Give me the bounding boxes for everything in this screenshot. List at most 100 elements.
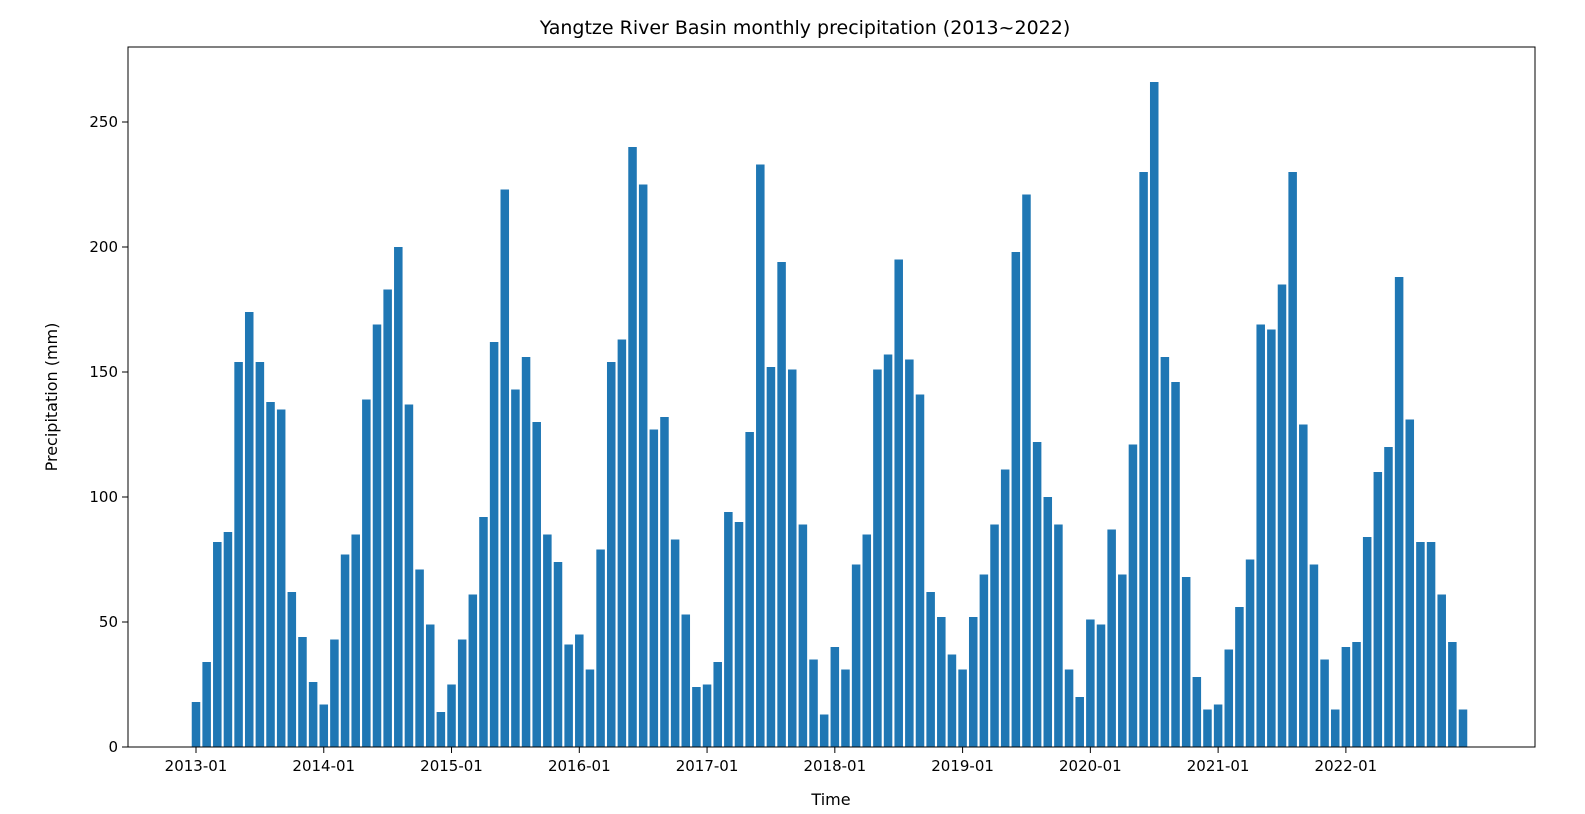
- x-tick-label: 2016-01: [548, 757, 611, 775]
- bar-2015-08: [521, 357, 531, 747]
- bar-2017-01: [702, 684, 712, 747]
- bar-2016-02: [585, 669, 595, 747]
- bar-2014-12: [436, 712, 446, 747]
- x-axis-label: Time: [810, 790, 850, 809]
- bar-2015-06: [500, 189, 510, 747]
- bar-2013-01: [191, 702, 201, 747]
- x-tick-label: 2018-01: [803, 757, 866, 775]
- bar-2018-02: [841, 669, 850, 747]
- bar-2021-12: [1330, 709, 1340, 747]
- bar-2016-01: [575, 634, 584, 747]
- bar-2020-04: [1118, 574, 1127, 747]
- bar-2021-04: [1245, 559, 1255, 747]
- bar-2016-10: [670, 539, 680, 747]
- bar-2019-08: [1032, 442, 1042, 747]
- bar-2018-01: [830, 647, 840, 747]
- bar-2015-01: [447, 684, 456, 747]
- bar-2017-03: [724, 512, 733, 747]
- plot-frame: [127, 46, 1536, 748]
- bar-2016-05: [617, 339, 627, 747]
- bar-2019-12: [1075, 697, 1084, 747]
- bar-2013-11: [298, 637, 307, 747]
- bar-2022-01: [1341, 647, 1351, 747]
- bar-2019-01: [958, 669, 967, 747]
- bar-2014-10: [415, 569, 424, 747]
- bar-2019-04: [990, 524, 999, 747]
- bar-2020-12: [1203, 709, 1212, 747]
- x-tick-label: 2013-01: [165, 757, 228, 775]
- bar-2016-08: [649, 429, 659, 747]
- bar-2019-11: [1064, 669, 1074, 747]
- y-tick-label: 250: [89, 113, 118, 131]
- bar-2016-06: [628, 147, 637, 747]
- bar-2019-07: [1022, 194, 1031, 747]
- bar-2018-08: [905, 359, 914, 747]
- bar-2015-12: [564, 644, 573, 747]
- bar-2018-04: [862, 534, 872, 747]
- bar-2017-04: [734, 522, 744, 747]
- bar-2017-12: [819, 714, 829, 747]
- y-axis-label: Precipitation (mm): [42, 323, 61, 472]
- bar-2019-05: [1000, 469, 1010, 747]
- bar-2013-02: [202, 662, 211, 747]
- bar-2016-12: [692, 687, 701, 747]
- x-tick-label: 2015-01: [420, 757, 483, 775]
- bar-2017-08: [777, 262, 786, 747]
- y-tick-label: 150: [89, 363, 118, 381]
- bar-2014-05: [362, 399, 371, 747]
- bar-2021-06: [1267, 329, 1276, 747]
- bar-2013-10: [287, 592, 297, 747]
- bar-2022-06: [1394, 277, 1404, 747]
- bar-2018-10: [926, 592, 935, 747]
- bar-2018-09: [915, 394, 925, 747]
- bar-2015-09: [532, 422, 541, 747]
- bar-2021-11: [1320, 659, 1329, 747]
- bar-2014-09: [404, 404, 414, 747]
- bar-2019-10: [1054, 524, 1063, 747]
- bar-2014-06: [372, 324, 382, 747]
- bar-2021-01: [1213, 704, 1223, 747]
- bar-2021-10: [1309, 564, 1319, 747]
- bar-2020-09: [1171, 382, 1180, 747]
- bar-2014-02: [330, 639, 339, 747]
- bar-2015-04: [479, 517, 488, 747]
- bar-2014-08: [394, 247, 403, 747]
- bar-2017-07: [766, 367, 776, 747]
- bar-2020-05: [1128, 444, 1138, 747]
- bar-2022-12: [1458, 709, 1468, 747]
- bar-2021-02: [1224, 649, 1234, 747]
- bar-2018-05: [873, 369, 882, 747]
- bar-2020-06: [1139, 172, 1148, 747]
- bar-2015-10: [543, 534, 552, 747]
- bar-2019-03: [979, 574, 989, 747]
- bar-2014-07: [383, 289, 392, 747]
- bar-2020-11: [1192, 677, 1202, 747]
- x-axis: 2013-01 2014-01 2015-01 2016-01 2017-01 2018-…: [165, 747, 1378, 775]
- x-tick-label: 2022-01: [1315, 757, 1378, 775]
- chart-title: Yangtze River Basin monthly precipitatio…: [539, 17, 1071, 39]
- bar-2013-04: [223, 532, 233, 747]
- bar-series: [191, 82, 1468, 747]
- bar-2021-05: [1256, 324, 1265, 747]
- x-tick-label: 2020-01: [1059, 757, 1122, 775]
- bar-2022-10: [1437, 594, 1446, 747]
- bar-2014-11: [425, 624, 435, 747]
- bar-2013-12: [308, 682, 318, 747]
- bar-2013-09: [276, 409, 286, 747]
- bar-2022-11: [1448, 642, 1457, 747]
- bar-2020-07: [1149, 82, 1159, 747]
- bar-2018-03: [851, 564, 861, 747]
- bar-2021-03: [1235, 607, 1244, 747]
- bar-2019-02: [968, 617, 978, 747]
- bar-2018-06: [883, 354, 893, 747]
- bar-2018-12: [947, 654, 957, 747]
- bar-2016-04: [606, 362, 616, 747]
- bar-2017-10: [798, 524, 808, 747]
- bar-2014-03: [340, 554, 350, 747]
- bar-2014-01: [319, 704, 329, 747]
- bar-2015-02: [457, 639, 467, 747]
- bar-2019-06: [1011, 252, 1021, 747]
- bar-2017-09: [787, 369, 797, 747]
- bar-2015-11: [553, 562, 563, 747]
